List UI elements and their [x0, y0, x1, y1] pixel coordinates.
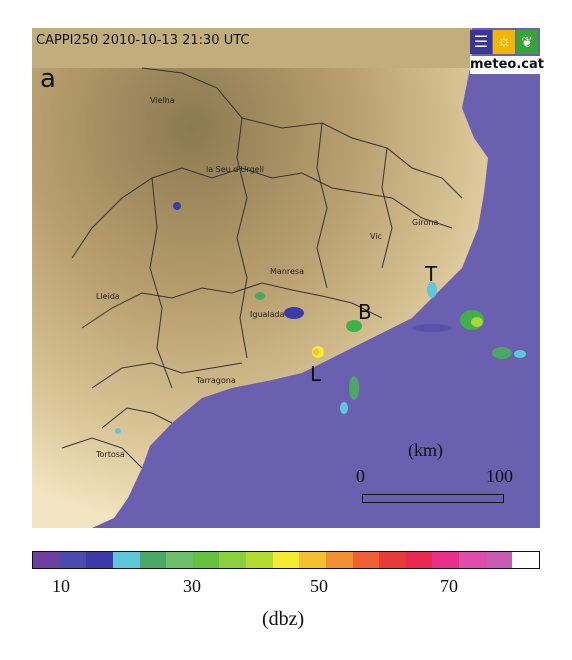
place-seu: la Seu d'Urgell — [206, 165, 265, 174]
site-letter-b: B — [358, 300, 372, 324]
colorbar-tick-10: 10 — [52, 576, 70, 596]
scale-bar — [362, 494, 504, 503]
colorbar-segment — [405, 552, 433, 568]
panel-letter: a — [40, 64, 56, 94]
place-tortosa: Tortosa — [96, 450, 125, 459]
colorbar-segment — [59, 552, 87, 568]
leaf-icon: ❦ — [516, 30, 538, 54]
menu-icon: ☰ — [470, 30, 492, 54]
sun-icon: ☼ — [493, 30, 515, 54]
colorbar-segment — [112, 552, 140, 568]
map-canvas — [32, 28, 540, 528]
scale-max-label: 100 — [486, 466, 513, 486]
site-letter-t: T — [425, 262, 438, 286]
place-girona: Girona — [412, 218, 439, 227]
colorbar-segment — [192, 552, 220, 568]
land-region — [32, 28, 488, 528]
colorbar-tick-70: 70 — [440, 576, 458, 596]
place-tarragona: Tarragona — [196, 376, 236, 385]
colorbar-segment — [272, 552, 300, 568]
place-igualada: Igualada — [250, 310, 285, 319]
colorbar-segment — [219, 552, 246, 568]
colorbar-segment — [352, 552, 380, 568]
colorbar-segment — [432, 552, 459, 568]
colorbar-segment — [325, 552, 353, 568]
meteocat-logo: ☰ ☼ ❦ meteo.cat — [470, 30, 544, 76]
scan-title: CAPPI250 2010-10-13 21:30 UTC — [36, 33, 250, 48]
colorbar-tick-30: 30 — [183, 576, 201, 596]
place-vielha: Vielha — [150, 96, 175, 105]
colorbar-segment — [33, 552, 60, 568]
place-lleida: Lleida — [96, 292, 120, 301]
scale-zero-label: 0 — [356, 466, 365, 486]
colorbar — [32, 551, 540, 569]
colorbar-segment — [139, 552, 167, 568]
place-manresa: Manresa — [270, 267, 304, 276]
radar-map — [32, 28, 540, 528]
radar-echoes — [115, 202, 526, 434]
north-land — [32, 28, 472, 68]
colorbar-segment — [246, 552, 273, 568]
scale-unit: (km) — [408, 440, 443, 460]
colorbar-segment — [485, 552, 513, 568]
colorbar-segment — [166, 552, 193, 568]
logo-text: meteo.cat — [470, 56, 544, 74]
county-borders — [61, 67, 463, 469]
colorbar-unit: (dbz) — [262, 608, 305, 630]
colorbar-segment — [379, 552, 406, 568]
site-letter-l: L — [310, 362, 322, 386]
colorbar-segment — [512, 552, 539, 568]
colorbar-tick-50: 50 — [310, 576, 328, 596]
colorbar-segment — [299, 552, 326, 568]
colorbar-segment — [86, 552, 113, 568]
colorbar-segment — [459, 552, 486, 568]
place-vic: Vic — [370, 232, 382, 241]
